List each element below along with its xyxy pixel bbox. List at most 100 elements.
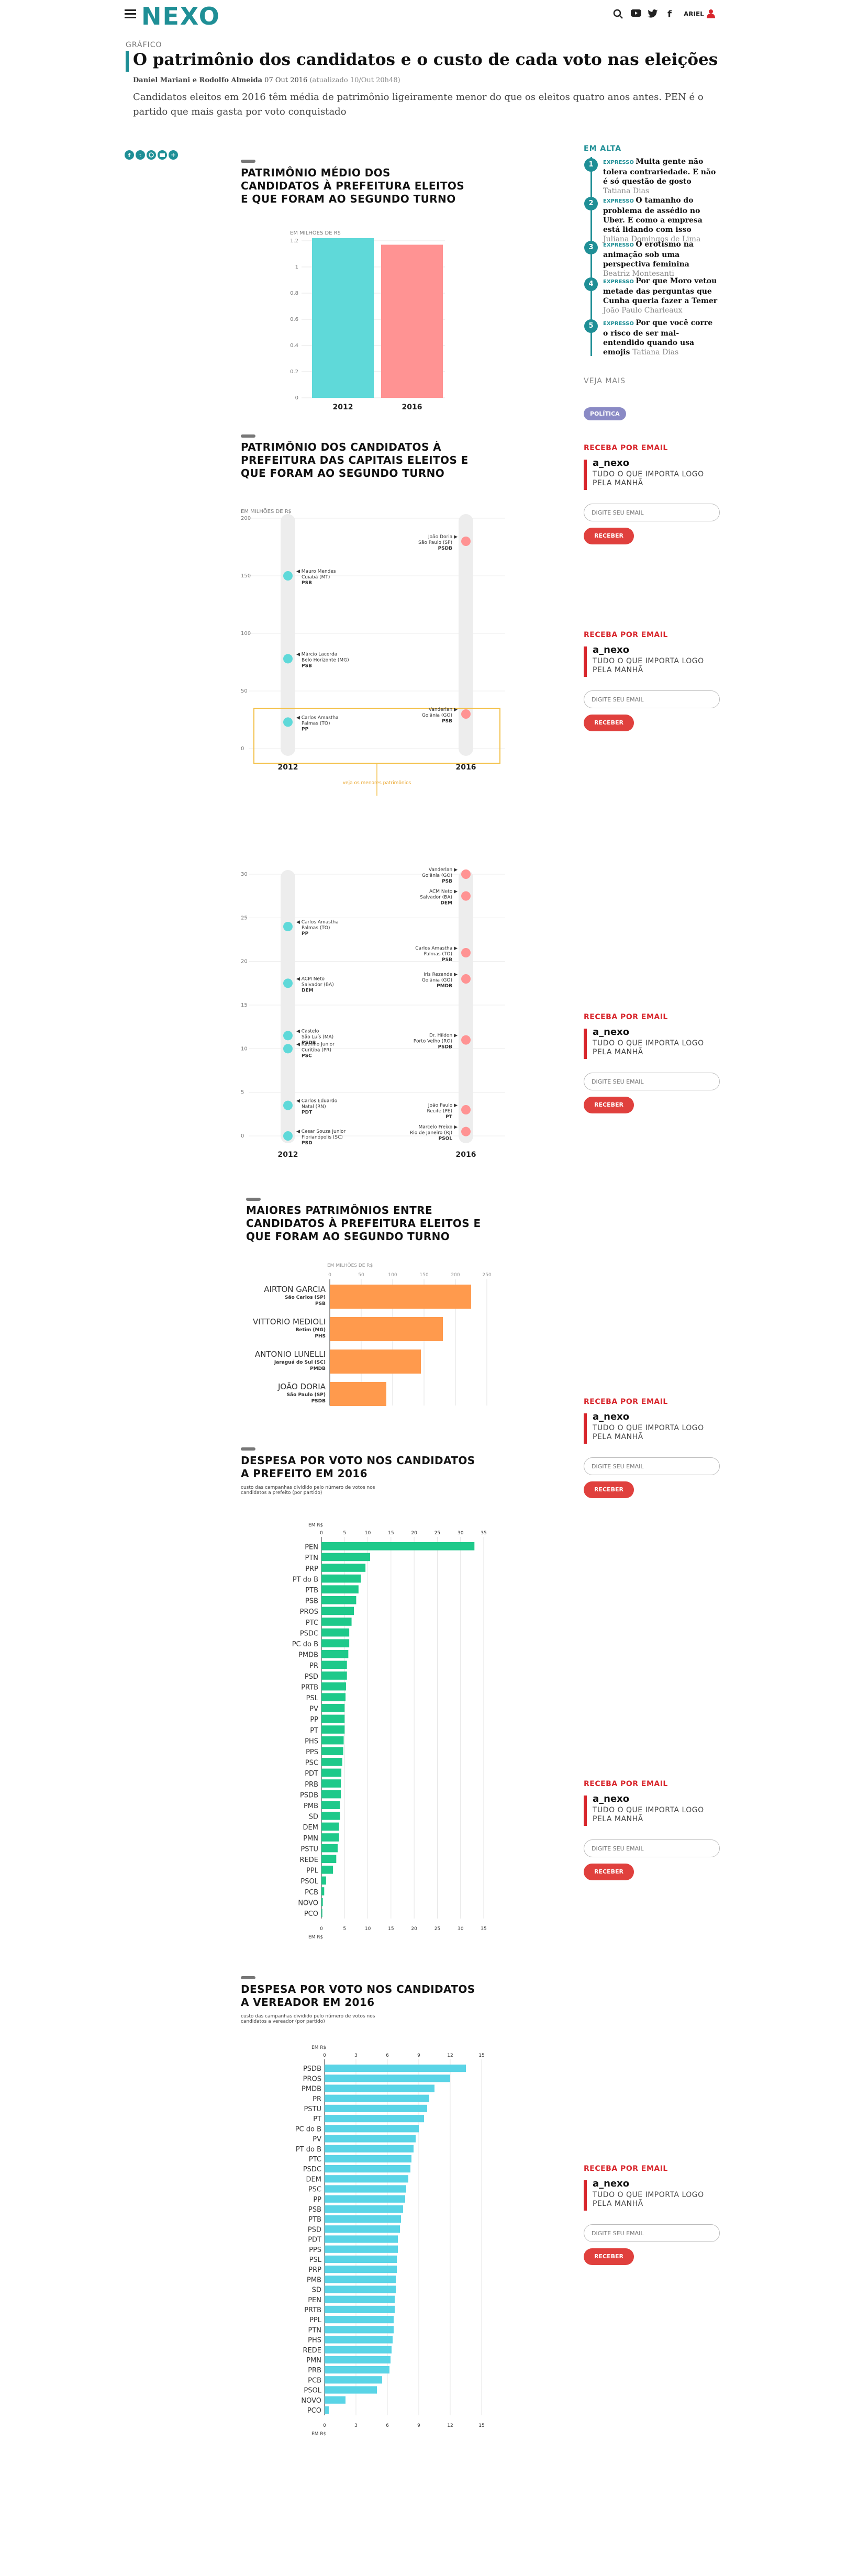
newsletter-accent-bar <box>584 1029 587 1059</box>
newsletter-email-input[interactable] <box>584 690 720 708</box>
newsletter-submit-button[interactable]: RECEBER <box>584 1481 634 1498</box>
chart5-bar <box>321 1801 340 1809</box>
share-plus-icon[interactable]: + <box>169 150 178 160</box>
chart3-point <box>461 1035 471 1045</box>
chart5-x-tick-top: 5 <box>343 1531 346 1536</box>
share-twitter-icon[interactable]: t <box>136 150 145 160</box>
chart6-bar <box>325 2285 396 2293</box>
chart1-x-label: 2016 <box>402 403 422 411</box>
chart6-category-label: PSOL <box>304 2387 321 2395</box>
chart5-category-label: PP <box>310 1716 318 1724</box>
newsletter-submit-button[interactable]: RECEBER <box>584 715 634 731</box>
share-email-icon[interactable] <box>158 150 167 160</box>
chart5-category-label: PEN <box>305 1544 318 1552</box>
chart6-category-label: PMB <box>307 2276 321 2284</box>
trending-item[interactable]: EXPRESSO Por que Moro vetou metade das p… <box>603 276 718 315</box>
trending-headline[interactable]: Muita gente não tolera contrariedade. E … <box>603 158 716 186</box>
newsletter-brand: a_nexo <box>593 644 630 655</box>
chart5-x-tick-bottom: 25 <box>434 1926 440 1932</box>
chart3-y-tick: 25 <box>241 915 248 921</box>
chart4-place: Betim (MG) <box>296 1328 326 1333</box>
chart6-bar <box>325 2255 397 2263</box>
newsletter-submit-button[interactable]: RECEBER <box>584 1864 634 1880</box>
chart1-y-tick: 0 <box>295 395 298 401</box>
newsletter-email-input[interactable] <box>584 504 720 521</box>
share-facebook-icon[interactable]: f <box>125 150 134 160</box>
search-icon[interactable] <box>612 9 624 20</box>
newsletter-email-input[interactable] <box>584 1457 720 1475</box>
chart6-bar <box>325 2145 414 2153</box>
newsletter-accent-bar <box>584 460 587 490</box>
trending-kind: EXPRESSO <box>603 242 636 248</box>
chart6-category-label: PMDB <box>302 2086 321 2093</box>
chart5-category-label: PRB <box>305 1781 318 1789</box>
user-name[interactable]: ARIEL <box>684 10 704 18</box>
trending-headline[interactable]: Por que Moro vetou metade das perguntas … <box>603 277 718 305</box>
trending-line <box>590 157 592 356</box>
chart3-point <box>461 1105 471 1114</box>
chart5-bar <box>321 1639 350 1647</box>
site-logo[interactable]: NEXO <box>141 2 220 30</box>
chart3-y-tick: 30 <box>241 872 248 877</box>
chart6-bar <box>325 2195 405 2203</box>
trending-headline[interactable]: Por que você corre o risco de ser mal-en… <box>603 319 713 356</box>
trending-author: João Paulo Charleaux <box>603 306 683 315</box>
chart3-y-tick: 5 <box>241 1090 244 1096</box>
chart4-party: PSB <box>315 1301 326 1307</box>
chart3-point-party: PMDB <box>437 984 452 989</box>
share-whatsapp-icon[interactable] <box>147 150 156 160</box>
newsletter-submit-button[interactable]: RECEBER <box>584 2248 634 2265</box>
trending-headline[interactable]: O tamanho do problema de assédio no Uber… <box>603 196 703 234</box>
chart6-category-label: PMN <box>306 2357 321 2365</box>
chart3-point <box>461 1127 471 1136</box>
facebook-icon[interactable]: f <box>667 9 672 20</box>
chart6-bar <box>325 2276 396 2283</box>
byline-authors[interactable]: Daniel Mariani e Rodolfo Almeida <box>133 76 263 84</box>
chart2-point <box>461 537 471 546</box>
chart5-bar <box>321 1574 361 1583</box>
chart2-y-tick: 0 <box>241 746 244 752</box>
chart3-point <box>283 1031 293 1041</box>
trending-headline[interactable]: O erotismo na animação sob uma perspecti… <box>603 240 694 269</box>
twitter-icon[interactable] <box>647 9 659 20</box>
chart6-category-label: NOVO <box>301 2397 321 2405</box>
trending-title: EM ALTA <box>584 144 622 153</box>
chart6-bar <box>325 2305 395 2313</box>
chart4-name: ANTONIO LUNELLI <box>255 1350 326 1359</box>
chart1-y-tick: 1.2 <box>290 238 298 244</box>
chart6-hbar-chart: EM R$ EM R$ 0 0 3 3 6 6 9 9 12 12 15 15 PSDB PROS PMDB PR… <box>295 2045 485 2437</box>
newsletter-email-input[interactable] <box>584 1839 720 1857</box>
svg-text:+: + <box>171 151 176 159</box>
chart6-category-label: PCB <box>308 2377 321 2384</box>
chart3-y-tick: 0 <box>241 1133 244 1139</box>
chart2-point <box>283 717 293 727</box>
tag-politica[interactable]: POLÍTICA <box>584 407 626 420</box>
youtube-icon[interactable] <box>630 9 642 20</box>
chart5-bar <box>321 1790 341 1799</box>
menu-icon[interactable] <box>125 7 136 20</box>
user-icon[interactable] <box>707 9 715 20</box>
chart2-y-tick: 50 <box>241 688 248 694</box>
chart5-category-label: NOVO <box>298 1899 318 1907</box>
chart6-x-tick-top: 12 <box>447 2053 453 2058</box>
chart6-bar <box>325 2115 424 2123</box>
chart3-point-place: Porto Velho (RO) <box>414 1039 452 1044</box>
trending-item[interactable]: EXPRESSO Por que você corre o risco de s… <box>603 318 718 357</box>
chart3-point-party: PSB <box>442 879 452 884</box>
trending-item[interactable]: EXPRESSO O tamanho do problema de assédi… <box>603 196 718 244</box>
trending-item[interactable]: EXPRESSO Muita gente não tolera contrari… <box>603 157 718 196</box>
newsletter-submit-button[interactable]: RECEBER <box>584 528 634 544</box>
newsletter-brand: a_nexo <box>593 2178 630 2189</box>
chart6-x-tick-bottom: 6 <box>386 2423 389 2428</box>
newsletter-email-input[interactable] <box>584 2224 720 2242</box>
chart6-x-tick-top: 0 <box>323 2053 326 2058</box>
newsletter-submit-button[interactable]: RECEBER <box>584 1097 634 1113</box>
byline: Daniel Mariani e Rodolfo Almeida 07 Out … <box>133 76 400 84</box>
trending-kind: EXPRESSO <box>603 198 636 204</box>
chart3-point-name: Iris Rezende ▶ <box>424 972 458 977</box>
chart3-point-place: São Luís (MA) <box>302 1034 333 1040</box>
newsletter-email-input[interactable] <box>584 1073 720 1090</box>
chart6-category-label: PSTU <box>304 2105 321 2113</box>
trending-item[interactable]: EXPRESSO O erotismo na animação sob uma … <box>603 240 718 278</box>
